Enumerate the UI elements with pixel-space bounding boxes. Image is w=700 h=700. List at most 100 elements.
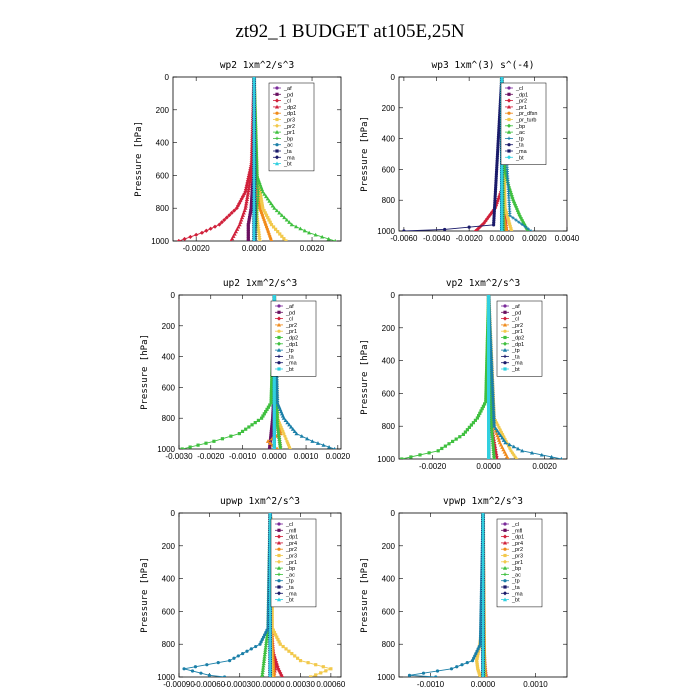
series-marker-tp [222,675,227,677]
series-marker-bt [499,189,504,194]
series-marker-bt [252,138,257,143]
series-marker-bt [499,202,504,207]
series-marker-dp2 [461,432,465,436]
panel-title: wp3 1xm^(3) s^(-4) [432,60,535,71]
series-marker-tp [549,454,554,459]
series-marker-pr3 [270,624,274,628]
series-marker-bt [252,147,257,151]
legend-marker [503,310,507,314]
series-marker-dp1 [274,406,280,411]
series-marker-bt [487,315,491,319]
series-marker-bt [252,182,257,186]
y-tick-label: 600 [162,383,176,392]
series-marker-bt [252,221,257,226]
series-marker-cl [217,222,222,227]
series-marker-pr2 [256,227,261,232]
series-marker-pr3 [259,195,263,199]
series-marker-bt [252,144,257,149]
legend-marker [275,111,279,115]
legend-marker [274,123,280,128]
series-marker-bt [252,206,257,210]
series-marker-pr3 [261,206,265,210]
series-marker-pr1 [265,196,270,201]
series-marker-cl [243,187,248,192]
series-marker-pr3 [298,659,303,663]
series-marker-bp [264,639,269,643]
series-marker-pd [246,225,250,229]
series-marker-tp [491,406,496,411]
series-marker-bt [252,232,257,237]
series-marker-dp2 [253,421,257,425]
series-marker-tp [560,456,563,459]
legend-marker [275,86,279,90]
x-tick-label: -0.0020 [456,234,484,243]
series-marker-pr1 [294,224,299,229]
series-marker-bt [487,422,491,426]
plot-frame [398,294,568,460]
series-marker-tp [500,435,505,440]
series-marker-bt [268,607,273,611]
series-marker-bt [487,446,491,450]
series-marker-bt [252,212,257,217]
series-marker-pr_turb [509,229,514,231]
legend-label: _pr2 [285,323,297,329]
series-marker-tp [289,424,294,429]
series-marker-bt [252,162,257,167]
series-marker-bt [499,176,504,181]
series-marker-pr3 [290,651,294,656]
series-marker-bt [272,403,276,407]
series-marker-pr3 [269,223,274,227]
series-marker-bt [499,195,504,201]
series-marker-dp2 [180,447,184,449]
series-marker-bt [268,622,273,627]
series-marker-tp [491,397,496,402]
legend-label: _cl [283,99,291,105]
legend-marker [506,98,512,103]
legend-label: _ta [283,149,293,155]
series-marker-pr_turb [505,213,509,217]
series-marker-bt [272,399,276,403]
series-line-pr2 [475,77,504,231]
legend-label: _ma [285,361,298,367]
series-marker-tp [489,369,494,374]
series-marker-pd [247,218,251,222]
series-marker-tp [292,429,297,433]
series-marker-bt [252,142,257,147]
series-marker-bt [487,420,491,424]
series-marker-dp2 [484,391,488,395]
series-marker-bt [499,178,504,183]
series-marker-tp [520,222,524,226]
y-tick-label: 400 [382,575,396,584]
legend-label: _af [285,304,294,310]
legend-marker [276,322,282,327]
series-marker-bt [487,359,491,363]
x-tick-label: 0.0020 [522,234,547,243]
legend-marker [276,534,282,539]
y-tick-label: 0 [165,73,170,82]
y-axis-label: Pressure [hPa] [140,334,150,410]
legend-label: _dp1 [285,535,298,541]
legend-marker [503,329,507,333]
series-marker-bp [264,636,269,641]
series-marker-ta [467,225,471,229]
series-marker-bt [252,199,257,204]
series-marker-bp [511,198,516,203]
series-marker-tp [193,665,198,669]
legend-marker [277,522,281,526]
series-marker-bp [261,661,266,666]
series-marker-bt [252,131,257,136]
series-marker-dp2 [479,409,483,413]
panel-title: vpwp 1xm^2/s^3 [443,496,523,507]
x-tick-label: -0.0030 [165,452,193,461]
legend-marker [276,597,282,602]
series-marker-bt [272,418,276,422]
legend-label: _pr1 [511,329,523,335]
y-tick-label: 200 [382,542,396,551]
series-marker-pr3 [284,647,288,651]
series-marker-dp2 [247,179,253,184]
y-tick-label: 400 [382,135,396,144]
series-marker-bt [268,668,273,673]
